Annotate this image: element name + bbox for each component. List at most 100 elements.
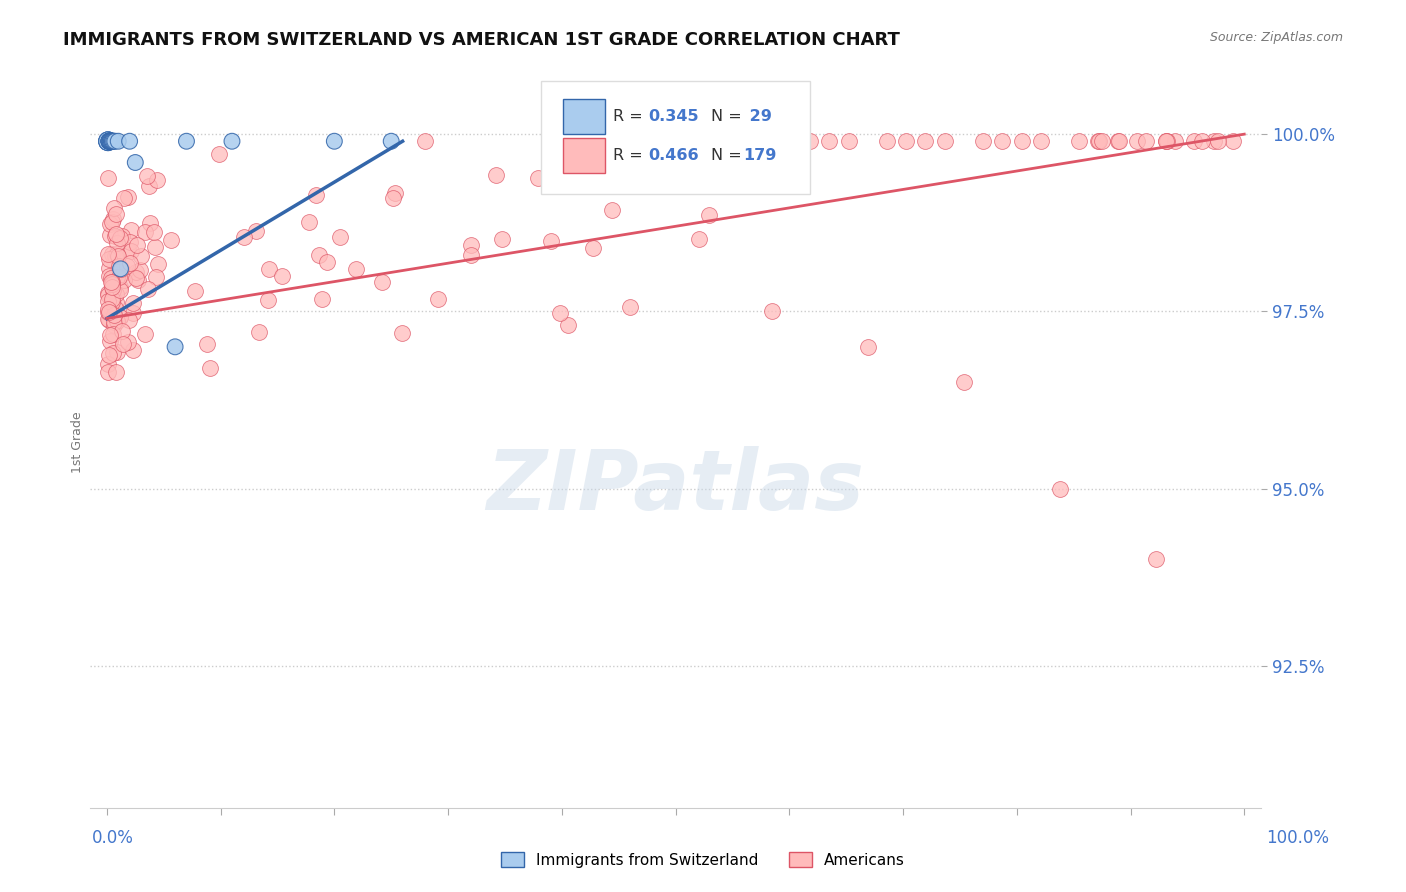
Point: [1069, 134, 1091, 148]
Point: [245, 224, 267, 238]
Point: [98, 134, 121, 148]
Point: [914, 134, 936, 148]
Point: [114, 273, 136, 287]
Point: [111, 228, 134, 243]
FancyBboxPatch shape: [562, 99, 605, 134]
Point: [136, 282, 159, 296]
Point: [697, 208, 720, 222]
Point: [107, 249, 129, 263]
Point: [1202, 134, 1225, 148]
Point: [818, 134, 841, 148]
Point: [104, 229, 127, 244]
Point: [111, 337, 134, 351]
Point: [1107, 134, 1129, 148]
Point: [1029, 134, 1052, 148]
Point: [131, 249, 153, 263]
Point: [103, 327, 125, 342]
Point: [97, 293, 120, 308]
Point: [101, 301, 124, 316]
Point: [603, 134, 626, 148]
Point: [105, 365, 128, 379]
Point: [876, 134, 898, 148]
Point: [117, 244, 139, 258]
Point: [426, 293, 449, 307]
Point: [257, 261, 280, 276]
Point: [98, 134, 121, 148]
Point: [799, 134, 821, 148]
Point: [129, 263, 152, 277]
Point: [104, 207, 127, 221]
Point: [323, 134, 346, 148]
Point: [104, 134, 127, 148]
Point: [298, 215, 321, 229]
Point: [557, 318, 579, 332]
Point: [101, 283, 124, 297]
Point: [110, 261, 132, 276]
Point: [664, 134, 686, 148]
Point: [100, 279, 122, 293]
Point: [103, 269, 125, 284]
Point: [761, 304, 783, 318]
Text: 0.345: 0.345: [648, 109, 699, 124]
Point: [108, 310, 131, 325]
Point: [1222, 134, 1244, 148]
Point: [1011, 134, 1033, 148]
Point: [97, 365, 120, 379]
Point: [838, 134, 860, 148]
Point: [135, 169, 157, 183]
Point: [101, 215, 124, 229]
Point: [101, 134, 124, 148]
Point: [160, 233, 183, 247]
Point: [115, 259, 138, 273]
Point: [391, 326, 413, 340]
Point: [108, 260, 131, 274]
Point: [105, 236, 128, 251]
Point: [934, 134, 956, 148]
Point: [98, 134, 121, 148]
Point: [98, 134, 121, 148]
Point: [1156, 134, 1178, 148]
Point: [626, 155, 648, 169]
Point: [98, 217, 121, 231]
Point: [101, 211, 124, 226]
Point: [97, 357, 120, 371]
Text: 100.0%: 100.0%: [1265, 829, 1329, 847]
Point: [315, 254, 337, 268]
Point: [103, 301, 125, 315]
Point: [103, 318, 125, 333]
Point: [120, 235, 142, 250]
Point: [1091, 134, 1114, 148]
Point: [104, 249, 127, 263]
Point: [98, 228, 121, 243]
Point: [100, 134, 122, 148]
Point: [105, 269, 128, 284]
Point: [370, 275, 392, 289]
Point: [413, 134, 436, 148]
FancyBboxPatch shape: [562, 138, 605, 173]
Point: [97, 286, 120, 301]
Point: [101, 295, 124, 310]
Point: [741, 134, 763, 148]
Point: [122, 306, 145, 320]
Legend: Immigrants from Switzerland, Americans: Immigrants from Switzerland, Americans: [495, 846, 911, 873]
Point: [195, 336, 218, 351]
Point: [111, 324, 134, 338]
Point: [384, 186, 406, 200]
Point: [122, 343, 145, 357]
Point: [98, 134, 121, 148]
Point: [1184, 134, 1206, 148]
Point: [308, 248, 330, 262]
Point: [120, 244, 142, 259]
Point: [143, 226, 166, 240]
Point: [98, 134, 121, 148]
Point: [97, 134, 120, 148]
Text: N =: N =: [710, 109, 747, 124]
Point: [688, 232, 710, 246]
Point: [1088, 134, 1111, 148]
Point: [139, 216, 162, 230]
Point: [1154, 134, 1177, 148]
Point: [780, 134, 803, 148]
Text: N =: N =: [710, 148, 747, 163]
Point: [991, 134, 1014, 148]
Point: [105, 247, 128, 261]
